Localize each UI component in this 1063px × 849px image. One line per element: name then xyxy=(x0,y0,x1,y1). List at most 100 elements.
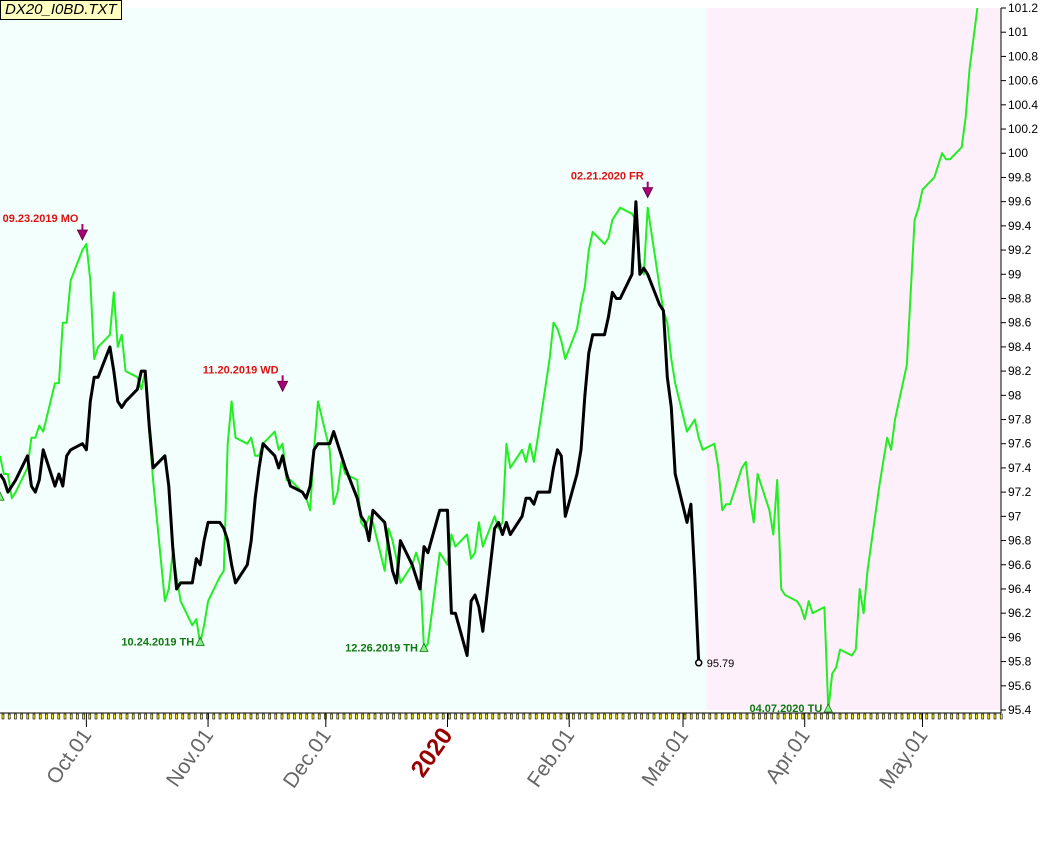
x-tick-label: Apr.01 xyxy=(761,725,815,788)
y-tick-label: 99 xyxy=(1008,267,1022,281)
x-minor-tick xyxy=(274,713,278,720)
x-minor-tick xyxy=(510,713,513,720)
x-tick-label: Oct.01 xyxy=(42,725,96,789)
series-green-line xyxy=(0,7,979,711)
x-minor-tick xyxy=(782,713,786,720)
x-minor-tick xyxy=(559,713,563,720)
x-minor-tick xyxy=(410,713,414,720)
y-tick-label: 98.4 xyxy=(1008,340,1032,354)
x-minor-tick xyxy=(249,713,253,720)
x-minor-tick xyxy=(107,713,110,720)
x-minor-tick xyxy=(708,713,712,720)
y-tick-label: 100 xyxy=(1008,146,1028,160)
x-minor-tick xyxy=(925,713,929,720)
x-minor-tick xyxy=(541,713,544,720)
x-minor-tick xyxy=(553,713,557,720)
low-marker-icon xyxy=(0,491,5,501)
y-tick-label: 96.6 xyxy=(1008,558,1032,572)
x-minor-tick xyxy=(14,713,17,720)
x-minor-tick xyxy=(404,713,408,720)
x-minor-tick xyxy=(367,713,371,720)
x-minor-tick xyxy=(361,713,364,720)
x-minor-tick xyxy=(20,713,23,720)
x-minor-tick xyxy=(373,713,377,720)
x-minor-tick xyxy=(342,713,346,720)
y-tick-label: 97.4 xyxy=(1008,461,1032,475)
x-minor-tick xyxy=(590,713,594,720)
x-minor-tick xyxy=(894,713,898,720)
low-marker-icon xyxy=(823,703,833,713)
x-minor-tick xyxy=(919,713,922,720)
y-tick-label: 97 xyxy=(1008,509,1022,523)
x-minor-tick xyxy=(838,713,842,720)
x-tick-label-group: Apr.01 xyxy=(761,725,815,788)
y-tick-label: 99.8 xyxy=(1008,170,1032,184)
x-minor-tick xyxy=(937,713,941,720)
x-minor-tick xyxy=(51,713,54,720)
x-minor-tick xyxy=(745,713,749,720)
x-minor-tick xyxy=(193,713,197,720)
last-value-marker xyxy=(694,659,703,667)
x-minor-tick xyxy=(603,713,606,720)
x-minor-tick xyxy=(200,713,203,720)
x-minor-tick xyxy=(999,713,1003,720)
x-tick-label-group: 2020 xyxy=(406,723,459,782)
y-tick-label: 100.4 xyxy=(1008,98,1038,112)
x-minor-tick xyxy=(38,713,42,720)
x-minor-tick xyxy=(119,713,123,720)
x-minor-tick xyxy=(423,713,426,720)
x-minor-tick xyxy=(466,713,470,720)
x-minor-tick xyxy=(218,713,222,720)
x-minor-tick xyxy=(255,713,259,720)
x-minor-tick xyxy=(993,713,997,720)
y-tick-label: 101 xyxy=(1008,25,1028,39)
x-minor-tick xyxy=(460,713,464,720)
x-minor-tick xyxy=(534,713,538,720)
x-minor-tick xyxy=(262,713,265,720)
x-minor-tick xyxy=(231,713,234,720)
x-minor-tick xyxy=(144,713,147,720)
y-tick-label: 97.6 xyxy=(1008,437,1032,451)
x-minor-tick xyxy=(497,713,501,720)
x-minor-tick xyxy=(931,713,935,720)
low-annotation-label: 04.07.2020 TU xyxy=(749,703,822,715)
x-minor-tick xyxy=(417,713,420,720)
x-minor-tick xyxy=(243,713,247,720)
x-minor-tick xyxy=(175,713,178,720)
low-marker-icon xyxy=(419,642,429,652)
x-minor-tick xyxy=(386,713,389,720)
x-minor-tick xyxy=(634,713,637,720)
x-minor-tick xyxy=(293,713,296,720)
high-annotation-label: 09.23.2019 MO xyxy=(3,213,79,225)
x-minor-tick xyxy=(76,713,79,720)
x-minor-tick xyxy=(962,713,966,720)
x-minor-tick xyxy=(88,713,92,720)
y-tick-label: 99.2 xyxy=(1008,243,1032,257)
x-tick-label: 2020 xyxy=(406,723,459,782)
x-minor-tick xyxy=(696,713,699,720)
y-tick-label: 96.8 xyxy=(1008,534,1032,548)
x-minor-tick xyxy=(547,713,550,720)
x-minor-tick xyxy=(733,713,736,720)
x-minor-tick xyxy=(665,713,668,720)
y-tick-label: 98.8 xyxy=(1008,291,1032,305)
x-minor-tick xyxy=(739,713,743,720)
x-minor-tick xyxy=(479,713,482,720)
x-minor-tick xyxy=(652,713,656,720)
high-annotation-label: 02.21.2020 FR xyxy=(571,171,644,183)
low-annotation-label: 10.24.2019 TH xyxy=(121,636,194,648)
x-minor-tick xyxy=(299,713,302,720)
x-minor-tick xyxy=(565,713,569,720)
x-tick-label: Mar.01 xyxy=(637,725,693,791)
x-minor-tick xyxy=(435,713,439,720)
x-tick-label-group: May.01 xyxy=(875,725,932,793)
x-minor-tick xyxy=(813,713,817,720)
x-minor-tick xyxy=(69,713,73,720)
x-minor-tick xyxy=(280,713,284,720)
x-minor-tick xyxy=(528,713,532,720)
x-minor-tick xyxy=(503,713,507,720)
x-minor-tick xyxy=(913,713,916,720)
x-minor-tick xyxy=(944,713,947,720)
x-minor-tick xyxy=(212,713,216,720)
x-minor-tick xyxy=(336,713,340,720)
